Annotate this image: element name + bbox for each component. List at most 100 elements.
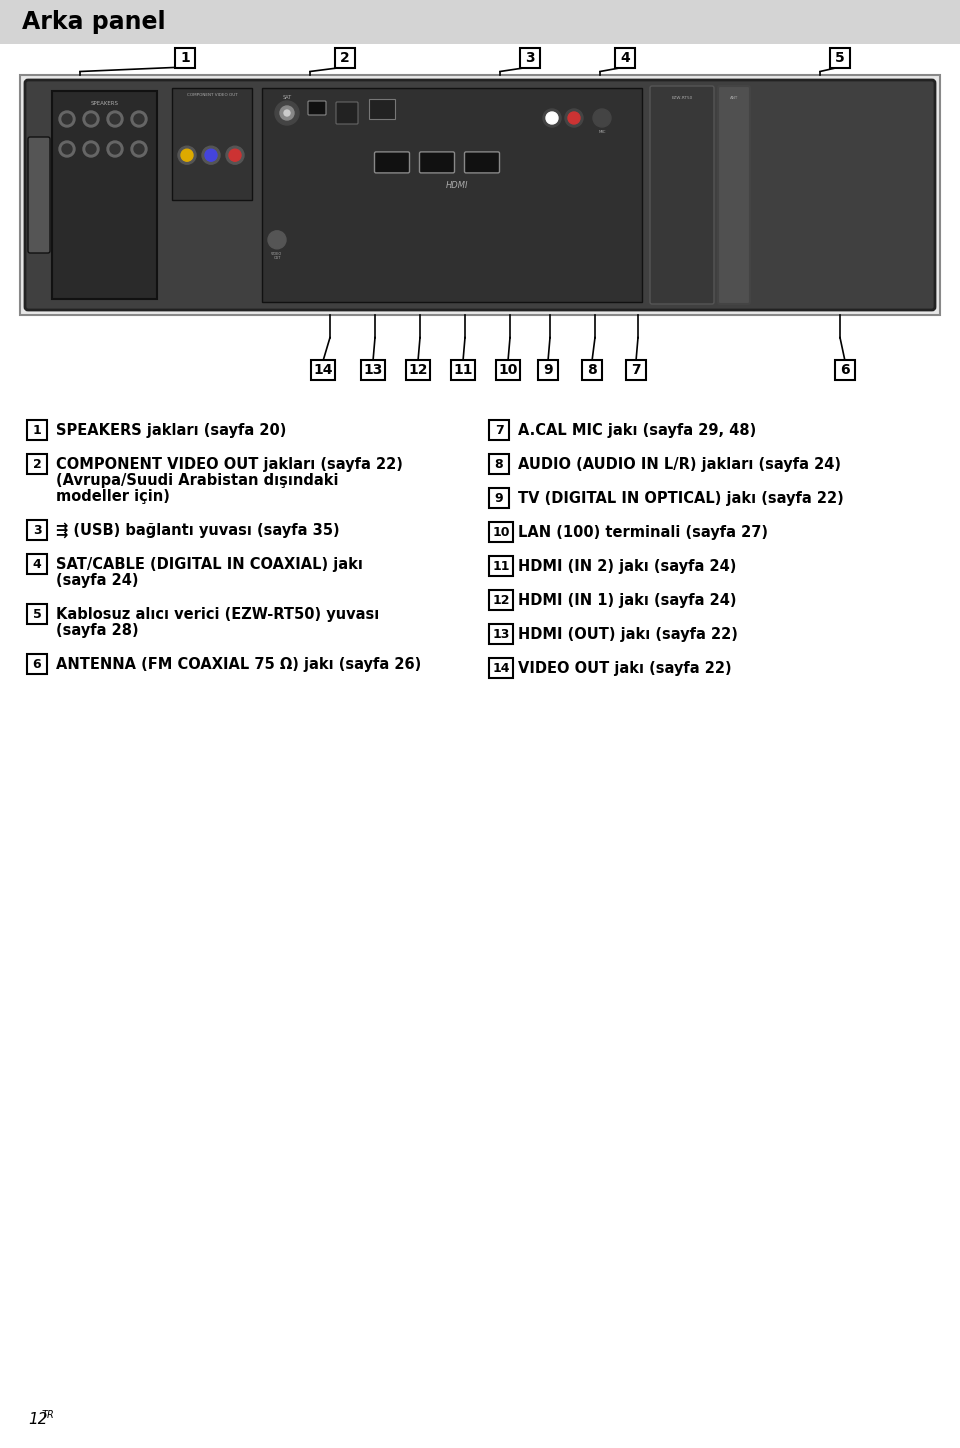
Circle shape (268, 230, 286, 249)
Circle shape (565, 109, 583, 127)
FancyBboxPatch shape (336, 101, 358, 125)
FancyBboxPatch shape (406, 361, 430, 379)
Text: 12: 12 (408, 363, 428, 376)
FancyBboxPatch shape (650, 85, 714, 304)
Circle shape (202, 146, 220, 164)
Text: HDMI (IN 1) jakı (sayfa 24): HDMI (IN 1) jakı (sayfa 24) (518, 592, 736, 608)
Circle shape (134, 143, 144, 153)
Circle shape (107, 140, 123, 156)
Text: SAT/CABLE (DIGITAL IN COAXIAL) jakı: SAT/CABLE (DIGITAL IN COAXIAL) jakı (56, 556, 363, 572)
Text: 3: 3 (33, 524, 41, 537)
Circle shape (86, 143, 96, 153)
Text: SPEAKERS: SPEAKERS (90, 101, 118, 106)
FancyBboxPatch shape (27, 520, 47, 540)
Text: AUDIO (AUDIO IN L/R) jakları (sayfa 24): AUDIO (AUDIO IN L/R) jakları (sayfa 24) (518, 456, 841, 472)
Text: 5: 5 (33, 608, 41, 621)
Circle shape (280, 106, 294, 120)
Text: SAT: SAT (282, 96, 292, 100)
Text: 7: 7 (494, 423, 503, 436)
Circle shape (134, 114, 144, 125)
Text: (sayfa 28): (sayfa 28) (56, 623, 138, 637)
Text: 11: 11 (492, 559, 510, 572)
FancyBboxPatch shape (451, 361, 475, 379)
Text: HDMI (IN 2) jakı (sayfa 24): HDMI (IN 2) jakı (sayfa 24) (518, 559, 736, 573)
Text: (sayfa 24): (sayfa 24) (56, 572, 138, 588)
FancyBboxPatch shape (615, 48, 635, 68)
Text: VIDEO OUT jakı (sayfa 22): VIDEO OUT jakı (sayfa 22) (518, 660, 732, 676)
Circle shape (107, 111, 123, 127)
Text: 2: 2 (33, 458, 41, 471)
Text: 5: 5 (835, 51, 845, 65)
Circle shape (62, 114, 72, 125)
Text: 9: 9 (543, 363, 553, 376)
Text: 10: 10 (498, 363, 517, 376)
Text: modeller için): modeller için) (56, 488, 170, 504)
FancyBboxPatch shape (52, 91, 157, 298)
Text: ANTENNA (FM COAXIAL 75 Ω) jakı (sayfa 26): ANTENNA (FM COAXIAL 75 Ω) jakı (sayfa 26… (56, 656, 421, 672)
Text: 8: 8 (494, 458, 503, 471)
Text: 13: 13 (363, 363, 383, 376)
Circle shape (543, 109, 561, 127)
FancyBboxPatch shape (27, 420, 47, 440)
Text: COMPONENT VIDEO OUT jakları (sayfa 22): COMPONENT VIDEO OUT jakları (sayfa 22) (56, 456, 403, 472)
Circle shape (86, 114, 96, 125)
FancyBboxPatch shape (420, 152, 454, 172)
Circle shape (568, 111, 580, 125)
Text: 14: 14 (313, 363, 333, 376)
FancyBboxPatch shape (27, 455, 47, 473)
Circle shape (178, 146, 196, 164)
FancyBboxPatch shape (626, 361, 646, 379)
Text: 1: 1 (33, 423, 41, 436)
FancyBboxPatch shape (489, 420, 509, 440)
FancyBboxPatch shape (582, 361, 602, 379)
FancyBboxPatch shape (489, 521, 513, 542)
Circle shape (131, 111, 147, 127)
FancyBboxPatch shape (335, 48, 355, 68)
FancyBboxPatch shape (718, 85, 750, 304)
Text: VIDEO
OUT: VIDEO OUT (272, 252, 282, 261)
Circle shape (110, 114, 120, 125)
FancyBboxPatch shape (25, 80, 935, 310)
Text: (Avrupa/Suudi Arabistan dışındaki: (Avrupa/Suudi Arabistan dışındaki (56, 472, 339, 488)
FancyBboxPatch shape (489, 488, 509, 508)
FancyBboxPatch shape (489, 589, 513, 610)
FancyBboxPatch shape (27, 555, 47, 573)
FancyBboxPatch shape (361, 361, 385, 379)
FancyBboxPatch shape (369, 98, 395, 119)
Text: 6: 6 (33, 657, 41, 670)
Text: 1: 1 (180, 51, 190, 65)
Text: Arka panel: Arka panel (22, 10, 166, 33)
FancyBboxPatch shape (311, 361, 335, 379)
FancyBboxPatch shape (830, 48, 850, 68)
Circle shape (59, 140, 75, 156)
Text: 14: 14 (492, 662, 510, 675)
Text: 6: 6 (840, 363, 850, 376)
Circle shape (226, 146, 244, 164)
FancyBboxPatch shape (489, 657, 513, 678)
Circle shape (131, 140, 147, 156)
Circle shape (275, 101, 299, 125)
Circle shape (181, 149, 193, 161)
Text: HDMI: HDMI (445, 181, 468, 190)
Circle shape (593, 109, 611, 127)
Text: COMPONENT VIDEO OUT: COMPONENT VIDEO OUT (186, 93, 237, 97)
Text: TR: TR (42, 1410, 55, 1420)
FancyBboxPatch shape (27, 604, 47, 624)
Circle shape (546, 111, 558, 125)
Circle shape (284, 110, 290, 116)
FancyBboxPatch shape (28, 138, 50, 253)
Circle shape (110, 143, 120, 153)
Circle shape (83, 111, 99, 127)
Text: 11: 11 (453, 363, 472, 376)
FancyBboxPatch shape (538, 361, 558, 379)
Circle shape (62, 143, 72, 153)
Text: 3: 3 (525, 51, 535, 65)
Text: ANT: ANT (730, 96, 738, 100)
FancyBboxPatch shape (308, 101, 326, 114)
Text: 7: 7 (631, 363, 641, 376)
Text: 9: 9 (494, 491, 503, 504)
Text: 2: 2 (340, 51, 349, 65)
Circle shape (59, 111, 75, 127)
Text: EZW-RT50: EZW-RT50 (671, 96, 692, 100)
FancyBboxPatch shape (172, 88, 252, 200)
